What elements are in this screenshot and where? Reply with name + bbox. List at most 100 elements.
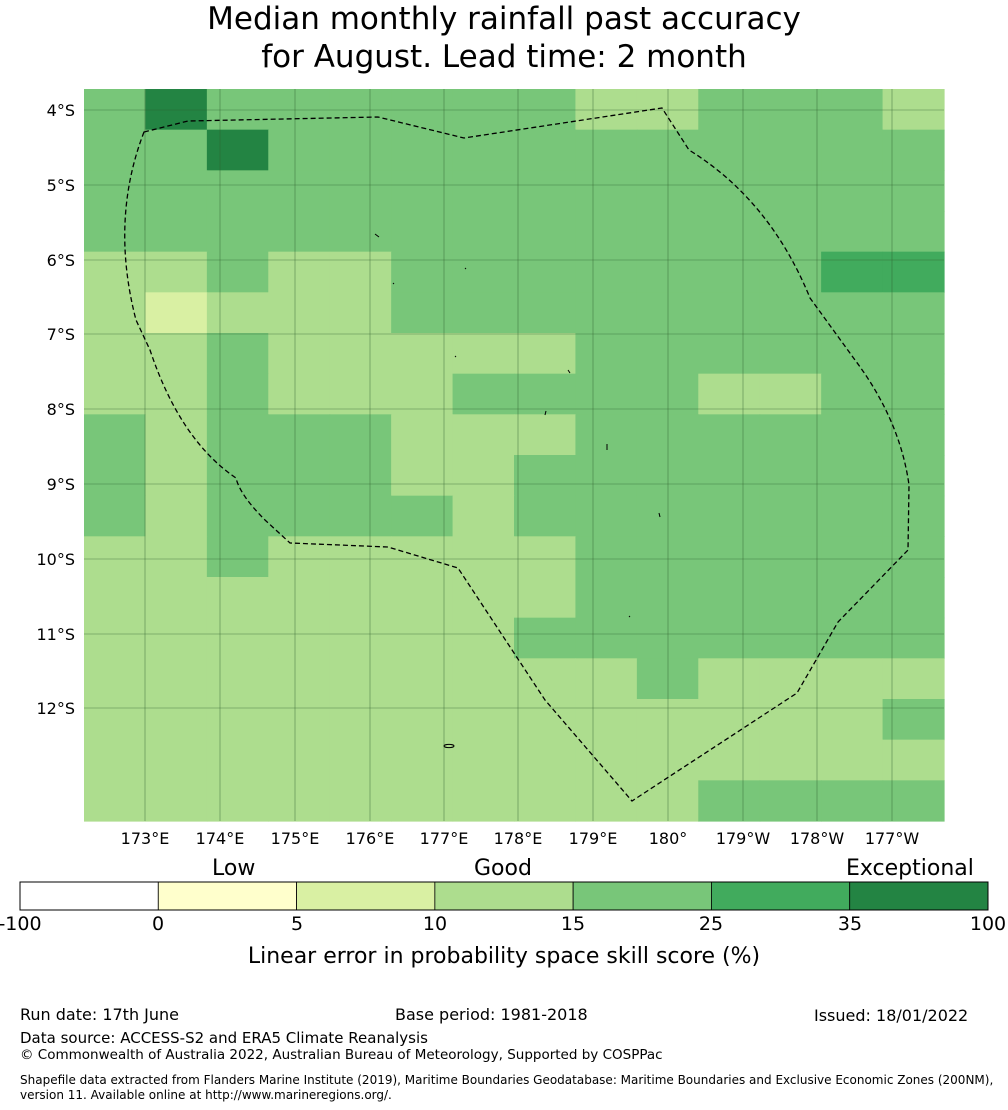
grid-cell bbox=[329, 211, 392, 253]
grid-cell bbox=[759, 739, 822, 781]
grid-cell bbox=[145, 211, 208, 253]
longitude-label: 178°E bbox=[494, 829, 543, 848]
grid-cell bbox=[391, 251, 454, 293]
grid-cell bbox=[882, 251, 945, 293]
grid-cell bbox=[514, 455, 577, 497]
grid-cell bbox=[145, 129, 208, 171]
grid-cell bbox=[391, 617, 454, 659]
grid-cell bbox=[391, 780, 454, 822]
grid-cell bbox=[821, 739, 884, 781]
grid-cell bbox=[145, 536, 208, 578]
grid-cell bbox=[206, 211, 269, 253]
grid-cell bbox=[514, 699, 577, 741]
colorbar-tick: -100 bbox=[0, 913, 42, 935]
grid-cell bbox=[759, 495, 822, 537]
grid-cell bbox=[268, 780, 331, 822]
grid-cell bbox=[268, 292, 331, 334]
grid-cell bbox=[329, 455, 392, 497]
skill-grid bbox=[84, 89, 945, 822]
grid-cell bbox=[759, 414, 822, 456]
colorbar-bin bbox=[157, 881, 297, 911]
grid-cell bbox=[759, 617, 822, 659]
grid-cell bbox=[206, 495, 269, 537]
grid-cell bbox=[698, 536, 761, 578]
grid-cell bbox=[882, 495, 945, 537]
grid-cell bbox=[84, 495, 147, 537]
grid-cell bbox=[882, 211, 945, 253]
grid-cell bbox=[514, 251, 577, 293]
grid-cell bbox=[145, 170, 208, 212]
grid-cell bbox=[329, 699, 392, 741]
grid-cell bbox=[452, 414, 515, 456]
grid-cell bbox=[206, 170, 269, 212]
grid-cell bbox=[882, 658, 945, 700]
colorbar-tick: 35 bbox=[837, 913, 863, 935]
grid-cell bbox=[268, 658, 331, 700]
grid-cell bbox=[514, 333, 577, 375]
grid-cell bbox=[452, 129, 515, 171]
grid-cell bbox=[145, 699, 208, 741]
grid-cell bbox=[514, 536, 577, 578]
grid-cell bbox=[268, 129, 331, 171]
colorbar bbox=[19, 881, 989, 911]
grid-cell bbox=[698, 780, 761, 822]
map-title-line-2: for August. Lead time: 2 month bbox=[261, 39, 747, 75]
grid-cell bbox=[759, 333, 822, 375]
grid-cell bbox=[759, 780, 822, 822]
longitude-label: 174°E bbox=[196, 829, 245, 848]
grid-cell bbox=[575, 129, 638, 171]
grid-cell bbox=[329, 658, 392, 700]
grid-cell bbox=[329, 170, 392, 212]
grid-cell bbox=[84, 211, 147, 253]
grid-cell bbox=[575, 373, 638, 415]
grid-cell bbox=[698, 658, 761, 700]
grid-cell bbox=[145, 577, 208, 619]
island bbox=[443, 743, 455, 749]
grid-cell bbox=[84, 292, 147, 334]
grid-cell bbox=[391, 699, 454, 741]
grid-cell bbox=[821, 617, 884, 659]
latitude-label: 8°S bbox=[47, 400, 75, 419]
grid-cell bbox=[759, 455, 822, 497]
grid-cell bbox=[391, 373, 454, 415]
grid-cell bbox=[329, 129, 392, 171]
latitude-label: 5°S bbox=[47, 176, 75, 195]
grid-cell bbox=[452, 333, 515, 375]
base-period: Base period: 1981-2018 bbox=[395, 1005, 588, 1024]
grid-cell bbox=[206, 129, 269, 171]
grid-cell bbox=[452, 170, 515, 212]
grid-cell bbox=[391, 577, 454, 619]
colorbar-title: Linear error in probability space skill … bbox=[247, 944, 761, 969]
grid-cell bbox=[329, 739, 392, 781]
colorbar-tick: 100 bbox=[969, 913, 1007, 935]
grid-cell bbox=[452, 211, 515, 253]
grid-cell bbox=[329, 333, 392, 375]
grid-cell bbox=[514, 414, 577, 456]
island bbox=[454, 355, 457, 358]
grid-cell bbox=[698, 739, 761, 781]
grid-cell bbox=[821, 211, 884, 253]
latitude-label: 9°S bbox=[47, 475, 75, 494]
issued-date: Issued: 18/01/2022 bbox=[814, 1006, 969, 1025]
grid-cell bbox=[575, 577, 638, 619]
grid-cell bbox=[882, 617, 945, 659]
grid-cell bbox=[452, 292, 515, 334]
grid-cell bbox=[84, 129, 147, 171]
grid-cell bbox=[391, 333, 454, 375]
grid-cell bbox=[575, 211, 638, 253]
grid-cell bbox=[452, 495, 515, 537]
grid-cell bbox=[329, 495, 392, 537]
graticule bbox=[84, 89, 944, 821]
island bbox=[628, 615, 631, 618]
grid-cell bbox=[882, 292, 945, 334]
grid-cell bbox=[575, 495, 638, 537]
grid-cell bbox=[514, 170, 577, 212]
grid-cell bbox=[329, 89, 392, 131]
longitude-label: 180° bbox=[649, 829, 688, 848]
grid-cell bbox=[821, 292, 884, 334]
grid-cell bbox=[698, 333, 761, 375]
grid-cell bbox=[759, 658, 822, 700]
grid-cell bbox=[698, 89, 761, 131]
grid-cell bbox=[268, 170, 331, 212]
grid-cell bbox=[268, 536, 331, 578]
